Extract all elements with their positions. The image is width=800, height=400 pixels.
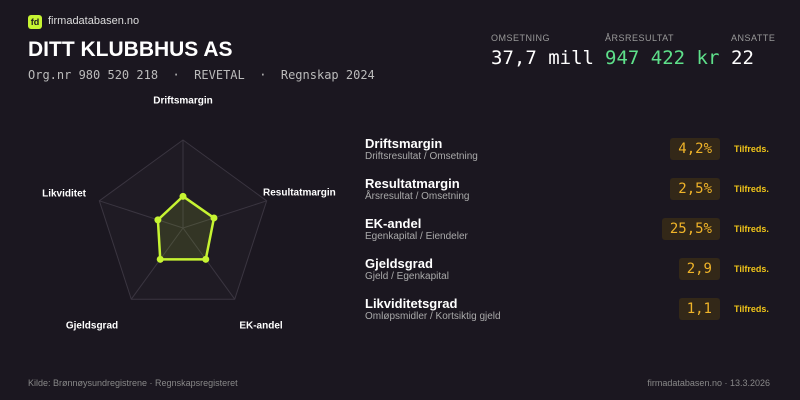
metric-value: 1,1 bbox=[678, 298, 720, 320]
stat-value: 22 bbox=[731, 47, 754, 69]
metric-value: 2,9 bbox=[678, 258, 720, 280]
axis-label: EK-andel bbox=[239, 321, 283, 332]
metric-status: Tilfreds. bbox=[734, 144, 769, 154]
site-name: firmadatabasen.no bbox=[48, 15, 140, 27]
metric-status: Tilfreds. bbox=[734, 184, 769, 194]
metric-name: Gjeldsgrad bbox=[365, 256, 433, 271]
footer-right: firmadatabasen.no · 13.3.2026 bbox=[647, 378, 770, 388]
stat-label: ÅRSRESULTAT bbox=[605, 33, 675, 43]
metric-name: Resultatmargin bbox=[365, 176, 460, 191]
metric-value: 25,5% bbox=[661, 218, 720, 240]
spoke bbox=[182, 200, 267, 229]
metric-name: EK-andel bbox=[365, 216, 422, 231]
metric-formula: Årsresultat / Omsetning bbox=[365, 191, 470, 202]
radar-point bbox=[156, 255, 164, 263]
radar-point bbox=[154, 216, 162, 224]
company-title: DITT KLUBBHUS AS bbox=[28, 38, 233, 61]
stat-label: ANSATTE bbox=[731, 33, 776, 43]
stat-value: 947 422 kr bbox=[605, 47, 720, 69]
metric-value: 4,2% bbox=[670, 138, 720, 160]
metric-formula: Omløpsmidler / Kortsiktig gjeld bbox=[365, 311, 501, 322]
logo: fd bbox=[28, 15, 42, 29]
spoke bbox=[130, 227, 184, 300]
stat-value: 37,7 mill bbox=[491, 47, 594, 69]
spoke bbox=[182, 227, 236, 300]
metric-formula: Egenkapital / Eiendeler bbox=[365, 231, 468, 242]
metric-status: Tilfreds. bbox=[734, 304, 769, 314]
spoke bbox=[99, 200, 184, 229]
metric-value: 2,5% bbox=[670, 178, 720, 200]
axis-label: Driftsmargin bbox=[153, 96, 212, 107]
axis-label: Resultatmargin bbox=[263, 188, 336, 199]
metric-name: Likviditetsgrad bbox=[365, 296, 458, 311]
radar-point bbox=[179, 192, 187, 200]
metric-status: Tilfreds. bbox=[734, 264, 769, 274]
stat-label: OMSETNING bbox=[491, 33, 551, 43]
axis-label: Likviditet bbox=[42, 189, 87, 200]
metric-formula: Gjeld / Egenkapital bbox=[365, 271, 449, 282]
radar-area bbox=[156, 194, 216, 261]
radar-point bbox=[202, 255, 210, 263]
metric-status: Tilfreds. bbox=[734, 224, 769, 234]
source: Kilde: Brønnøysundregistrene · Regnskaps… bbox=[28, 378, 238, 388]
subtitle: Org.nr 980 520 218 · REVETAL · Regnskap … bbox=[28, 68, 375, 82]
metric-name: Driftsmargin bbox=[365, 136, 443, 151]
radar-point bbox=[210, 214, 218, 222]
radar-chart: Driftsmargin Resultatmargin EK-andel Gjelds… bbox=[42, 96, 336, 332]
metric-formula: Driftsresultat / Omsetning bbox=[365, 151, 478, 162]
axis-label: Gjeldsgrad bbox=[66, 321, 118, 332]
